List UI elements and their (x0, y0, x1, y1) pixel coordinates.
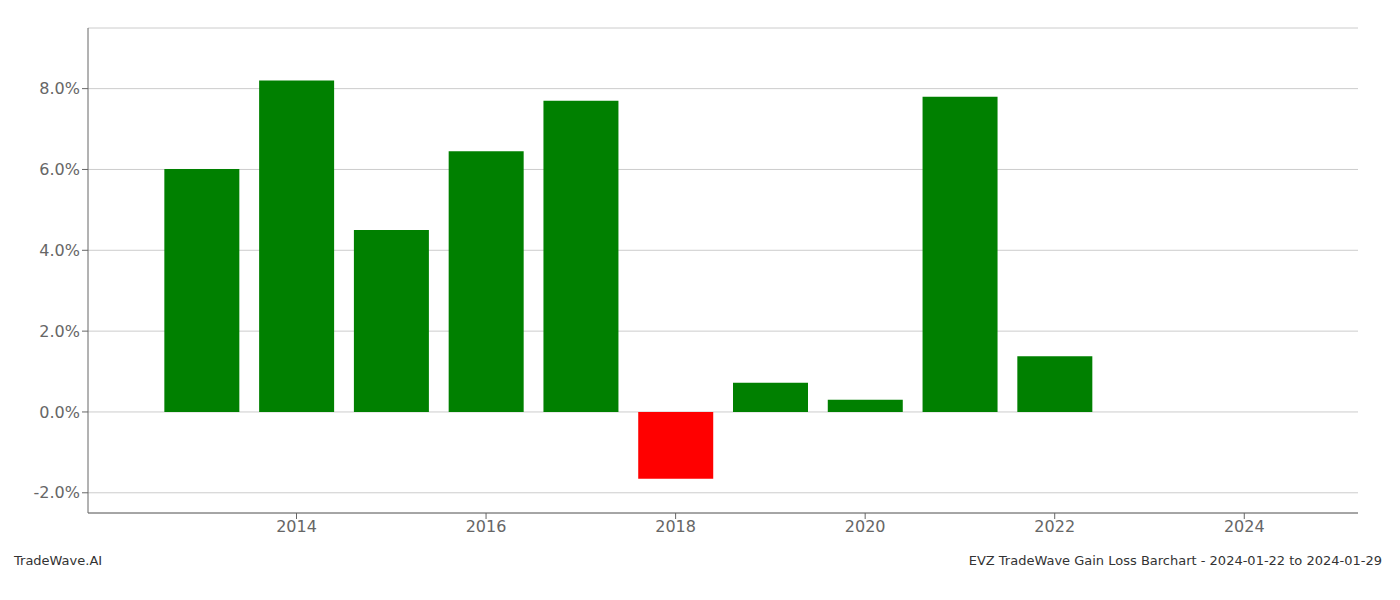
svg-text:2014: 2014 (276, 517, 317, 536)
svg-text:2024: 2024 (1224, 517, 1265, 536)
svg-text:0.0%: 0.0% (39, 403, 80, 422)
svg-text:4.0%: 4.0% (39, 241, 80, 260)
svg-text:8.0%: 8.0% (39, 79, 80, 98)
svg-text:2016: 2016 (466, 517, 507, 536)
svg-text:6.0%: 6.0% (39, 160, 80, 179)
svg-text:2.0%: 2.0% (39, 322, 80, 341)
html-text:TradeWave.AI: TradeWave.AI (14, 553, 103, 568)
svg-text:-2.0%: -2.0% (34, 483, 80, 502)
svg-text:2018: 2018 (655, 517, 696, 536)
svg-text:2022: 2022 (1034, 517, 1075, 536)
svg-text:2020: 2020 (845, 517, 886, 536)
html-text:EVZ TradeWave Gain Loss Barcha: EVZ TradeWave Gain Loss Barchart - 2024-… (968, 553, 1382, 568)
